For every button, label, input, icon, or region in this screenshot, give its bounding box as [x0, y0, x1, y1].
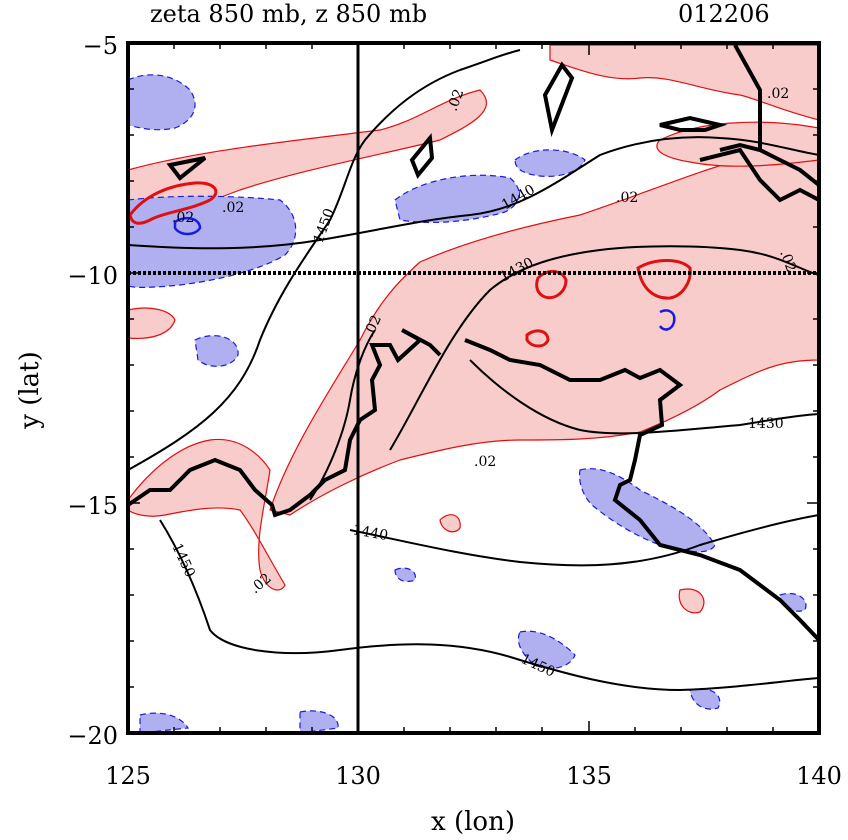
plot-frame — [126, 41, 821, 735]
contour-label: 1440 — [351, 522, 389, 544]
y-tick-label: −20 — [67, 722, 118, 750]
contour-label: .02 — [172, 210, 194, 226]
height-contour-1450 — [128, 49, 521, 471]
height-contours — [128, 49, 819, 692]
height-contour-1450-south — [159, 519, 819, 692]
contour-label: .02 — [767, 86, 789, 102]
y-axis-label: y (lat) — [15, 351, 45, 430]
positive-vorticity-fill — [128, 44, 819, 614]
contour-label: 1430 — [748, 416, 784, 432]
negative-region-top-center — [514, 149, 586, 177]
thick-contour-east — [699, 147, 819, 203]
x-tick-label: 135 — [566, 762, 612, 790]
plot-area: .02 .02 .02 .02 .02 .02 .02 .02 1450 144… — [128, 43, 819, 733]
height-contour-1440-south — [349, 514, 819, 567]
negative-region-mid-left — [194, 335, 239, 367]
contour-label: .02 — [222, 200, 244, 216]
negative-region-south — [517, 630, 576, 669]
contour-label: .02 — [616, 190, 638, 206]
y-tick-label: −10 — [67, 262, 118, 290]
tick-marks — [128, 42, 819, 734]
contour-label: 1450 — [311, 206, 338, 245]
figure-timestamp: 012206 — [678, 0, 770, 28]
negative-region-bottom-left — [139, 712, 190, 733]
strong-positive-east — [636, 259, 692, 300]
negative-vorticity-fill — [128, 74, 807, 733]
thick-contour-east-loop — [659, 115, 728, 132]
x-tick-label: 125 — [105, 762, 151, 790]
strong-negative-east — [658, 309, 676, 331]
thick-contour-diamond-2 — [409, 132, 435, 179]
negative-region-small-4 — [299, 710, 339, 733]
thick-contour-center — [464, 338, 819, 642]
y-tick-labels: −5 −10 −15 −20 — [67, 32, 118, 750]
positive-region-left — [128, 307, 176, 340]
thick-contour-sw — [128, 328, 442, 518]
contour-label: 1450 — [168, 541, 198, 580]
thick-black-contours — [128, 44, 819, 642]
thick-contour-ne — [719, 142, 819, 187]
strong-negative-contours — [173, 216, 676, 331]
y-tick-label: −5 — [83, 32, 118, 60]
negative-region-small-2 — [689, 688, 721, 710]
strong-negative-nw — [173, 216, 202, 236]
strong-positive-contours — [128, 181, 692, 348]
positive-region-north — [128, 89, 487, 226]
height-contour-1430 — [389, 245, 819, 451]
positive-region-small-2 — [678, 588, 705, 614]
x-tick-label: 140 — [796, 762, 842, 790]
negative-region-small-1 — [394, 567, 417, 583]
height-contour-inner — [309, 329, 376, 501]
thick-contour-diamond-1 — [542, 61, 575, 138]
height-contour-1430-south — [469, 359, 819, 435]
x-tick-label: 130 — [335, 762, 381, 790]
negative-region-se — [578, 468, 716, 553]
figure-title: zeta 850 mb, z 850 mb — [150, 0, 427, 28]
positive-region-small-1 — [439, 514, 461, 533]
negative-region-west — [128, 195, 297, 288]
contour-label: .02 — [776, 248, 799, 274]
y-tick-label: −15 — [67, 492, 118, 520]
negative-region-center — [394, 174, 520, 223]
strong-positive-nw — [128, 181, 218, 225]
contour-label: .02 — [445, 87, 468, 113]
positive-region-ne — [549, 44, 819, 121]
thick-contour-ne-2 — [733, 44, 762, 150]
negative-region-nw — [128, 74, 196, 131]
x-axis-label: x (lon) — [431, 807, 515, 837]
thick-contour-nw-box — [166, 156, 207, 181]
strong-positive-small — [525, 329, 550, 348]
x-tick-labels: 125 130 135 140 — [105, 762, 842, 790]
height-contour-1440 — [128, 136, 819, 250]
contour-label: .02 — [474, 454, 496, 470]
